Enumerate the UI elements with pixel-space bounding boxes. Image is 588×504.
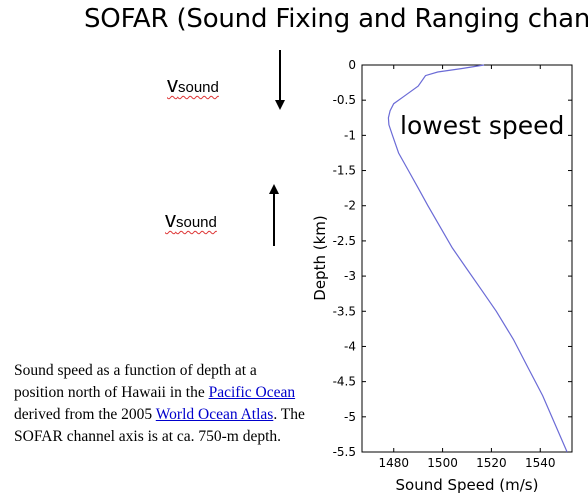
lowest-speed-annotation: lowest speed: [400, 111, 564, 140]
y-tick-label: -1.5: [333, 164, 356, 178]
y-tick-label: -2.5: [333, 234, 356, 248]
x-axis-label: Sound Speed (m/s): [396, 476, 539, 494]
x-tick-label: 1480: [378, 456, 409, 470]
x-tick-label: 1500: [427, 456, 458, 470]
y-tick-label: -2: [344, 199, 356, 213]
caption-text-1: Sound speed as a function of depth at a …: [14, 362, 257, 401]
slide-title: SOFAR (Sound Fixing and Ranging channel): [84, 4, 588, 34]
x-tick-label: 1520: [476, 456, 507, 470]
y-tick-label: 0: [348, 58, 356, 72]
world-ocean-atlas-link[interactable]: World Ocean Atlas: [155, 406, 274, 423]
x-tick-label: 1540: [525, 456, 556, 470]
y-tick-label: -3: [344, 269, 356, 283]
y-axis-label: Depth (km): [311, 215, 329, 300]
y-tick-label: -0.5: [333, 93, 356, 107]
vsound-lower-symbol: v: [165, 207, 176, 232]
sound-speed-curve: [387, 64, 568, 453]
vsound-lower-subscript: sound: [176, 214, 217, 231]
caption-text-3: . The SOFAR channel axis is at ca. 750-m…: [14, 406, 305, 445]
plot-area: [361, 64, 573, 453]
vsound-upper-subscript: sound: [178, 79, 219, 96]
y-tick-label: -4: [344, 339, 356, 353]
vsound-upper-symbol: v: [167, 72, 178, 97]
up-arrow-icon: [269, 184, 279, 246]
y-tick-label: -3.5: [333, 304, 356, 318]
y-tick-label: -5: [344, 410, 356, 424]
down-arrow-icon: [275, 50, 285, 110]
figure-caption: Sound speed as a function of depth at a …: [14, 360, 306, 448]
vsound-label-lower: vsound: [165, 207, 217, 233]
y-tick-label: -1: [344, 128, 356, 142]
caption-text-2: derived from the 2005: [14, 406, 156, 423]
y-tick-label: -4.5: [333, 375, 356, 389]
vsound-label-upper: vsound: [167, 72, 219, 98]
pacific-ocean-link[interactable]: Pacific Ocean: [208, 384, 296, 401]
y-tick-label: -5.5: [333, 445, 356, 459]
